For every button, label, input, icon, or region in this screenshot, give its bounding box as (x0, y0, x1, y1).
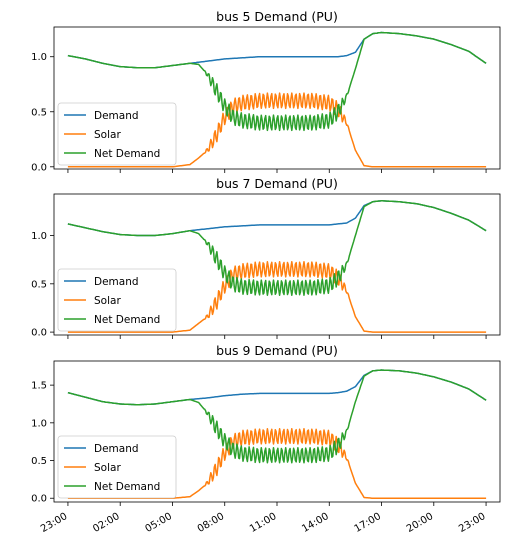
legend: Demand Solar Net Demand (57, 435, 177, 499)
series-line-demand (67, 200, 487, 237)
x-tick-label: 08:00 (196, 511, 226, 535)
legend-label: Demand (94, 276, 139, 288)
x-tick-label: 02:00 (91, 511, 121, 535)
legend-label: Net Demand (94, 148, 160, 160)
y-tick-label: 1.0 (31, 52, 47, 63)
legend-box (57, 268, 177, 332)
x-tick-label: 23:00 (457, 511, 487, 535)
legend: Demand Solar Net Demand (57, 102, 177, 166)
x-tick-label: 05:00 (144, 511, 174, 535)
series-line-net-demand (67, 369, 487, 464)
legend-label: Solar (94, 129, 121, 141)
legend-label: Solar (94, 462, 121, 474)
x-tick-label: 20:00 (405, 511, 435, 535)
x-tick-label: 17:00 (353, 511, 383, 535)
legend-label: Demand (94, 443, 139, 455)
y-tick-label: 0.5 (31, 456, 47, 467)
y-tick-label: 0.0 (31, 494, 47, 505)
series-line-solar (67, 92, 487, 168)
subplot-1: bus 5 Demand (PU) 0.0 0.5 1.0 Demand Solar Net… (31, 9, 501, 173)
y-tick-label: 0.0 (31, 328, 47, 339)
y-tick-label: 0.5 (31, 279, 47, 290)
x-tick-label: 14:00 (300, 511, 330, 535)
legend-label: Demand (94, 110, 139, 122)
y-tick-label: 0.5 (31, 107, 47, 118)
legend-label: Solar (94, 295, 121, 307)
series-line-net-demand (67, 200, 487, 297)
x-tick-label: 11:00 (248, 511, 278, 535)
y-tick-label: 1.0 (31, 418, 47, 429)
legend-box (57, 435, 177, 499)
axes-frame (53, 193, 501, 336)
y-tick-label: 0.0 (31, 162, 47, 173)
series-line-solar (67, 260, 487, 333)
legend-label: Net Demand (94, 314, 160, 326)
legend: Demand Solar Net Demand (57, 268, 177, 332)
legend-label: Net Demand (94, 481, 160, 493)
y-tick-label: 1.0 (31, 231, 47, 242)
x-tick-label: 23:00 (39, 511, 69, 535)
subplot-title: bus 9 Demand (PU) (216, 343, 338, 358)
legend-box (57, 102, 177, 166)
axes-frame (53, 26, 501, 170)
series-line-net-demand (67, 31, 487, 132)
axes-frame (53, 360, 501, 503)
subplot-title: bus 5 Demand (PU) (216, 9, 338, 24)
y-tick-label: 1.5 (31, 381, 47, 392)
subplot-title: bus 7 Demand (PU) (216, 176, 338, 191)
subplot-2: bus 7 Demand (PU) 0.0 0.5 1.0 Demand Solar Net… (31, 176, 501, 339)
subplot-3: bus 9 Demand (PU) 0.0 0.5 1.0 1.5 Demand Solar… (31, 343, 501, 535)
